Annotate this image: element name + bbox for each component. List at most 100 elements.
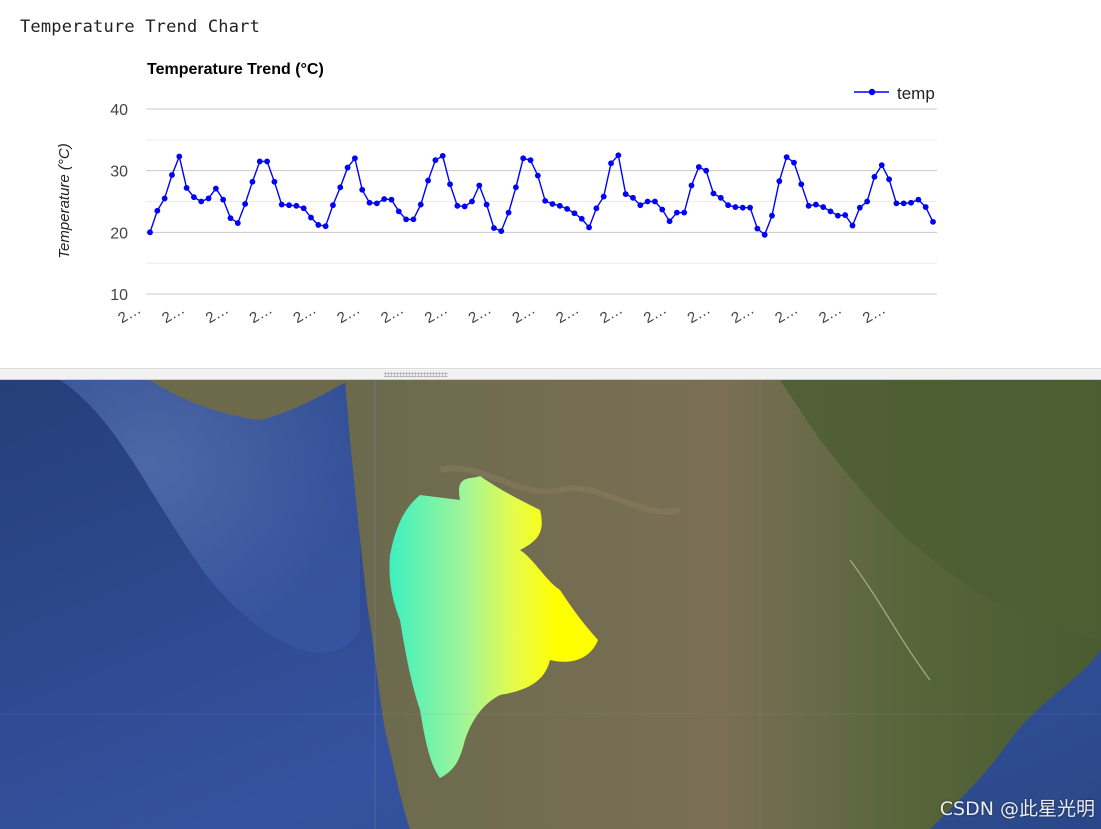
data-point bbox=[454, 202, 461, 209]
data-point bbox=[769, 212, 775, 219]
data-point bbox=[930, 218, 936, 225]
data-point bbox=[615, 152, 622, 159]
data-point bbox=[761, 231, 768, 238]
x-tick-label: 2… bbox=[685, 301, 714, 327]
data-point bbox=[300, 205, 307, 212]
data-point bbox=[600, 193, 607, 200]
data-point bbox=[271, 178, 278, 185]
data-point bbox=[710, 190, 717, 197]
data-point bbox=[278, 201, 285, 208]
data-point bbox=[908, 199, 914, 206]
data-point bbox=[476, 182, 483, 189]
data-point bbox=[432, 157, 439, 164]
data-point bbox=[849, 222, 856, 229]
data-point bbox=[798, 181, 805, 188]
x-tick-label: 2… bbox=[641, 301, 670, 327]
x-tick-label: 2… bbox=[378, 301, 407, 327]
river-line bbox=[849, 559, 931, 681]
data-point bbox=[366, 199, 373, 206]
data-point bbox=[886, 176, 892, 183]
data-point bbox=[286, 202, 292, 209]
map-view[interactable]: CSDN @此星光明 bbox=[0, 380, 1101, 829]
data-point bbox=[703, 167, 710, 174]
data-point bbox=[505, 209, 512, 216]
data-point bbox=[461, 203, 468, 210]
chart-title: Temperature Trend (°C) bbox=[147, 61, 324, 78]
panel-resize-splitter[interactable] bbox=[0, 368, 1101, 380]
x-tick-label: 2… bbox=[203, 301, 232, 327]
series-temp[interactable] bbox=[147, 152, 936, 238]
data-point bbox=[586, 224, 592, 231]
data-point bbox=[417, 201, 424, 208]
data-point bbox=[315, 222, 322, 228]
data-point bbox=[791, 159, 797, 166]
data-point bbox=[176, 153, 183, 160]
data-point bbox=[410, 216, 417, 223]
data-point bbox=[425, 177, 431, 184]
y-tick-label: 30 bbox=[110, 164, 128, 181]
data-point bbox=[439, 152, 446, 159]
data-point bbox=[754, 225, 761, 232]
data-point bbox=[220, 196, 227, 203]
data-point bbox=[783, 154, 790, 161]
watermark-text: CSDN @此星光明 bbox=[939, 798, 1095, 820]
data-point bbox=[469, 198, 475, 205]
splitter-grip-handle[interactable] bbox=[384, 372, 448, 377]
data-point bbox=[856, 204, 863, 211]
data-point bbox=[161, 195, 168, 202]
data-point bbox=[659, 206, 666, 213]
series-line-temp bbox=[149, 153, 934, 236]
data-point bbox=[205, 195, 212, 202]
data-point bbox=[381, 196, 388, 202]
x-tick-label: 2… bbox=[772, 301, 801, 327]
data-point bbox=[242, 201, 249, 207]
data-point bbox=[556, 202, 563, 209]
data-point bbox=[776, 178, 783, 185]
data-point bbox=[813, 201, 819, 208]
data-point bbox=[564, 206, 571, 212]
y-axis-ticks: 10 20 30 40 bbox=[110, 102, 128, 304]
data-point bbox=[666, 218, 673, 225]
data-point bbox=[593, 205, 600, 212]
data-point bbox=[673, 209, 680, 216]
legend-label-temp: temp bbox=[897, 84, 935, 103]
data-point bbox=[154, 207, 161, 214]
data-point bbox=[681, 209, 688, 216]
data-point bbox=[725, 202, 732, 209]
data-point bbox=[527, 157, 534, 164]
x-tick-label: 2… bbox=[422, 301, 451, 327]
x-tick-label: 2… bbox=[860, 301, 889, 327]
continental-shelf bbox=[60, 380, 360, 653]
data-point bbox=[805, 202, 812, 209]
chart-legend[interactable]: temp bbox=[854, 84, 935, 103]
data-point bbox=[608, 160, 614, 167]
data-point bbox=[395, 208, 402, 215]
data-point bbox=[915, 196, 922, 203]
data-point bbox=[922, 204, 929, 210]
data-point bbox=[183, 185, 190, 191]
data-point bbox=[644, 198, 651, 205]
data-point bbox=[717, 194, 724, 201]
data-point bbox=[688, 182, 695, 189]
temperature-overlay-region[interactable] bbox=[389, 476, 598, 778]
data-point bbox=[827, 208, 834, 215]
temperature-line-chart[interactable]: Temperature Trend (°C) Temperature (°C) … bbox=[0, 0, 1101, 368]
data-point bbox=[351, 155, 358, 162]
data-point bbox=[871, 173, 878, 180]
data-point bbox=[359, 186, 366, 193]
x-tick-label: 2… bbox=[466, 301, 495, 327]
data-point bbox=[447, 181, 453, 188]
data-point bbox=[330, 202, 336, 209]
data-point bbox=[249, 178, 256, 185]
data-point bbox=[388, 196, 395, 203]
x-axis-ticks: 2… 2… 2… 2… 2… 2… 2… 2… 2… 2… 2… 2… 2… 2… 2… 2… 2… 2… bbox=[115, 301, 888, 327]
data-point bbox=[169, 172, 175, 178]
chart-gridlines bbox=[146, 108, 937, 295]
data-point bbox=[344, 164, 351, 171]
data-point bbox=[337, 184, 344, 191]
data-point bbox=[820, 204, 827, 210]
y-axis-label: Temperature (°C) bbox=[56, 143, 73, 258]
satellite-basemap[interactable] bbox=[0, 380, 1101, 829]
data-point bbox=[403, 216, 410, 223]
data-point bbox=[578, 215, 585, 222]
